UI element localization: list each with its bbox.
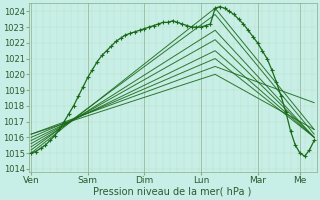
X-axis label: Pression niveau de la mer( hPa ): Pression niveau de la mer( hPa ) xyxy=(93,187,252,197)
